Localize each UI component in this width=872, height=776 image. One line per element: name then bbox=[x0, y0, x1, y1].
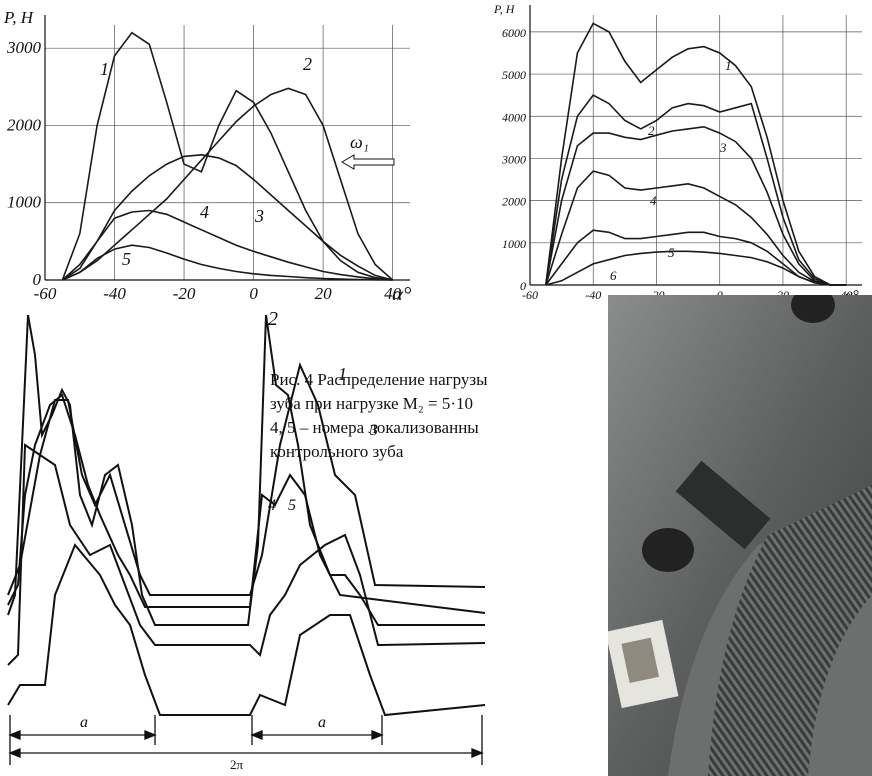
curve-label: 2 bbox=[303, 54, 312, 74]
y-tick-label: 4000 bbox=[502, 110, 526, 124]
curve bbox=[62, 155, 392, 280]
curve-label: 5 bbox=[668, 245, 675, 260]
curve-label: 3 bbox=[254, 206, 264, 226]
page: 0100020003000-60-40-2002040P, Hα°12345ω₁… bbox=[0, 0, 872, 776]
curve-label: 6 bbox=[610, 268, 617, 283]
y-tick-label: 5000 bbox=[502, 68, 526, 82]
curve-label: 5 bbox=[288, 497, 296, 514]
photo bbox=[608, 295, 872, 776]
y-tick-label: 2000 bbox=[502, 195, 526, 209]
curve-label: 4 bbox=[268, 497, 276, 514]
curve-label: 2 bbox=[268, 308, 278, 330]
curve-label: 5 bbox=[122, 249, 131, 269]
x-tick-label: -60 bbox=[522, 288, 538, 300]
curve-label: 1 bbox=[725, 58, 732, 73]
curve-label: 1 bbox=[100, 59, 109, 79]
y-tick-label: 1000 bbox=[7, 193, 42, 212]
y-tick-label: 3000 bbox=[6, 38, 42, 57]
y-tick-label: 1000 bbox=[502, 237, 526, 251]
y-axis-label: P, H bbox=[493, 2, 516, 16]
curve bbox=[546, 171, 846, 285]
curve bbox=[546, 23, 846, 285]
curve-label: 3 bbox=[719, 140, 727, 155]
y-axis-label: P, H bbox=[3, 8, 35, 27]
annotation: ω₁ bbox=[350, 132, 369, 152]
y-tick-label: 6000 bbox=[502, 26, 526, 40]
span-label: a bbox=[318, 714, 326, 731]
y-tick-label: 3000 bbox=[501, 152, 526, 166]
x-tick-label: -40 bbox=[585, 288, 601, 300]
span-label: a bbox=[80, 714, 88, 731]
annotation-arrow bbox=[342, 155, 394, 169]
curve bbox=[62, 33, 392, 280]
curve-label: 4 bbox=[650, 193, 657, 208]
span-label: 2π bbox=[230, 757, 244, 772]
curve-label: 4 bbox=[200, 202, 209, 222]
y-tick-label: 2000 bbox=[7, 115, 42, 134]
